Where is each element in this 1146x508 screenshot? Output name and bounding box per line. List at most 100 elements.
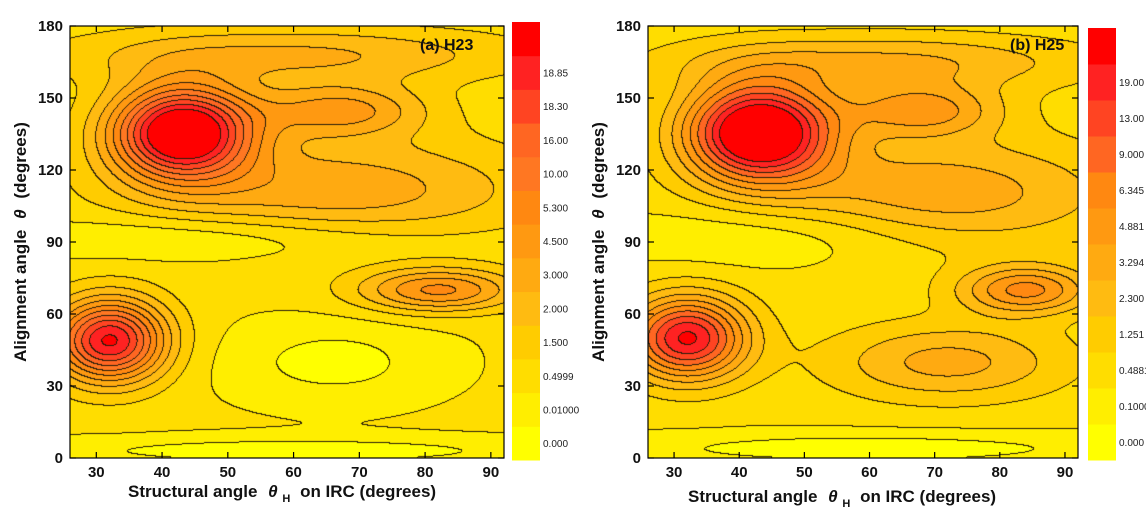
y-tick-label: 0 <box>633 450 641 467</box>
y-axis-a: 0 30 60 90 120 150 180 <box>38 18 504 467</box>
x-axis-theta-a: θ <box>268 482 278 501</box>
colorbar-swatch <box>512 190 540 225</box>
y-tick-label: 150 <box>616 90 641 107</box>
x-axis-title-main-b: Structural angle <box>688 487 817 506</box>
y-tick-label: 60 <box>624 306 641 323</box>
y-tick-label: 180 <box>616 18 641 35</box>
y-tick-label: 90 <box>46 234 63 251</box>
colorbar-label: 9.000 <box>1119 150 1144 161</box>
colorbar-label: 0.000 <box>1119 438 1144 449</box>
colorbar-swatch <box>512 156 540 191</box>
colorbar-swatch <box>1088 28 1116 65</box>
x-tick-label: 80 <box>991 464 1008 481</box>
colorbar-swatch <box>512 257 540 293</box>
x-axis-title-b: Structural angle θ H on IRC (degrees) <box>688 487 996 508</box>
x-axis-title-a: Structural angle θ H on IRC (degrees) <box>128 482 436 506</box>
colorbar-label: 0.000 <box>543 439 568 450</box>
colorbar-label: 13.00 <box>1119 114 1144 125</box>
x-tick-label: 60 <box>285 464 302 481</box>
panel-label-a: (a) H23 <box>420 37 473 54</box>
colorbar-label: 4.500 <box>543 237 568 248</box>
x-axis-sub-a: H <box>282 493 290 505</box>
colorbar-swatch <box>1088 208 1116 245</box>
x-tick-label: 30 <box>88 464 105 481</box>
contour-heatmap-a <box>70 26 504 458</box>
colorbar-a: 0.000 0.01000 0.4999 1.500 2.000 3.000 4.500 5.… <box>512 22 580 461</box>
y-axis-theta-b: θ <box>589 209 608 219</box>
contour-heatmap-b <box>648 26 1078 458</box>
colorbar-label: 0.1000 <box>1119 402 1146 413</box>
y-axis-title-tail-b: (degrees) <box>589 122 608 199</box>
colorbar-swatch <box>1088 244 1116 281</box>
x-axis-title-tail-b: on IRC (degrees) <box>860 487 996 506</box>
colorbar-label: 2.000 <box>543 304 568 315</box>
colorbar-label: 5.300 <box>543 203 568 214</box>
colorbar-swatch <box>512 224 540 259</box>
colorbar-swatch <box>1088 352 1116 389</box>
colorbar-label: 19.00 <box>1119 78 1144 89</box>
x-tick-label: 50 <box>796 464 813 481</box>
colorbar-label: 2.300 <box>1119 294 1144 305</box>
y-tick-label: 30 <box>46 378 63 395</box>
y-tick-label: 120 <box>38 162 63 179</box>
x-tick-label: 50 <box>219 464 236 481</box>
x-tick-label: 80 <box>417 464 434 481</box>
y-tick-label: 60 <box>46 306 63 323</box>
y-axis-title-a: Alignment angle θ (degrees) <box>11 122 30 362</box>
y-tick-label: 180 <box>38 18 63 35</box>
colorbar-label: 16.00 <box>543 136 568 147</box>
x-tick-label: 90 <box>1057 464 1074 481</box>
colorbar-swatch <box>512 55 540 90</box>
colorbar-swatch <box>512 291 540 326</box>
colorbar-swatch <box>512 89 540 124</box>
x-axis-a: 30 40 50 60 70 80 90 <box>88 26 499 481</box>
x-axis-theta-b: θ <box>828 487 838 506</box>
x-tick-label: 70 <box>351 464 368 481</box>
colorbar-label: 4.881 <box>1119 222 1144 233</box>
x-tick-label: 60 <box>861 464 878 481</box>
colorbar-swatch <box>1088 64 1116 101</box>
colorbar-label: 6.345 <box>1119 186 1144 197</box>
colorbar-label: 3.294 <box>1119 258 1144 269</box>
panel-label-b: (b) H25 <box>1010 37 1064 54</box>
colorbar-label: 1.251 <box>1119 330 1144 341</box>
colorbar-label: 18.30 <box>543 102 568 113</box>
x-tick-label: 70 <box>926 464 943 481</box>
colorbar-label: 3.000 <box>543 271 568 282</box>
x-axis-sub-b: H <box>842 498 850 508</box>
colorbar-swatch <box>1088 424 1116 461</box>
colorbar-label: 0.01000 <box>543 405 580 416</box>
colorbar-label: 10.00 <box>543 170 568 181</box>
y-axis-title-b: Alignment angle θ (degrees) <box>589 122 608 362</box>
y-tick-label: 30 <box>624 378 641 395</box>
colorbar-swatch <box>1088 280 1116 317</box>
colorbar-swatch <box>1088 316 1116 353</box>
y-tick-label: 120 <box>616 162 641 179</box>
colorbar-label: 1.500 <box>543 338 568 349</box>
y-tick-label: 150 <box>38 90 63 107</box>
x-tick-label: 90 <box>483 464 500 481</box>
y-tick-label: 0 <box>55 450 63 467</box>
colorbar-swatch <box>512 358 540 394</box>
colorbar-swatch <box>1088 172 1116 209</box>
colorbar-swatch <box>512 392 540 427</box>
x-axis-b: 30 40 50 60 70 80 90 <box>666 26 1074 481</box>
x-tick-label: 40 <box>731 464 748 481</box>
colorbar-swatch <box>1088 388 1116 425</box>
colorbar-swatch <box>1088 100 1116 137</box>
y-axis-title-main-a: Alignment angle <box>11 230 30 362</box>
colorbar-swatch <box>512 123 540 158</box>
x-tick-label: 40 <box>154 464 171 481</box>
colorbar-swatch <box>512 426 540 461</box>
x-tick-label: 30 <box>666 464 683 481</box>
colorbar-swatch <box>1088 136 1116 173</box>
y-axis-title-main-b: Alignment angle <box>589 230 608 362</box>
y-tick-label: 90 <box>624 234 641 251</box>
colorbar-label: 0.4999 <box>543 372 574 383</box>
x-axis-title-tail-a: on IRC (degrees) <box>300 482 436 501</box>
